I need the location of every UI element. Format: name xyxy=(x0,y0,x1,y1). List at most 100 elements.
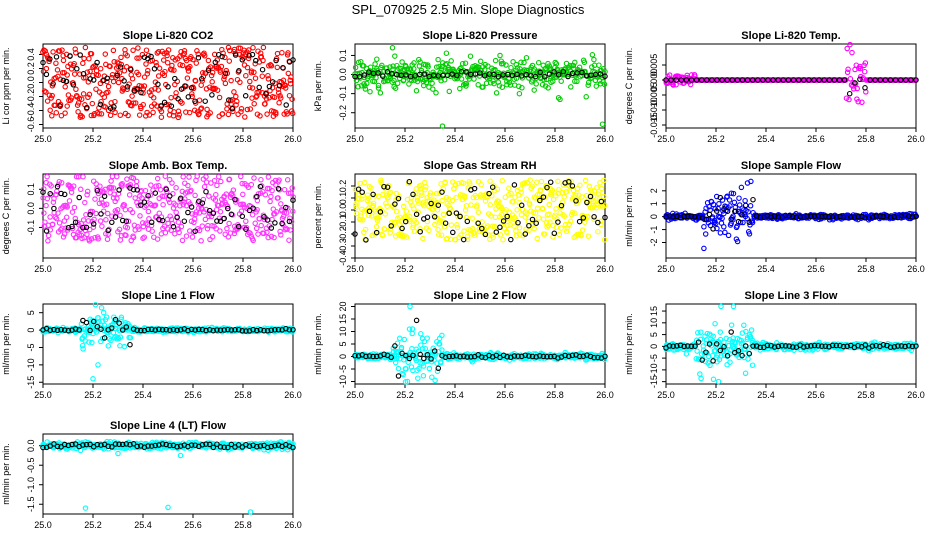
x-tick-label: 25.2 xyxy=(707,134,725,144)
data-point xyxy=(507,186,511,190)
y-axis-label: ml/min per min. xyxy=(1,313,11,375)
x-tick-label: 25.4 xyxy=(134,520,152,530)
data-point xyxy=(463,208,467,212)
y-tick-label: 0.1 xyxy=(338,49,348,62)
y-tick-label: -5 xyxy=(26,343,36,351)
plot-frame xyxy=(43,304,293,384)
data-point xyxy=(163,174,167,178)
data-point xyxy=(94,211,98,215)
data-point xyxy=(119,55,123,59)
data-point xyxy=(170,181,174,185)
data-point xyxy=(586,234,590,238)
x-tick-label: 25.4 xyxy=(757,134,775,144)
data-point xyxy=(65,104,69,108)
data-point xyxy=(408,304,412,308)
data-point xyxy=(81,347,85,351)
reference-point xyxy=(128,343,132,347)
reference-point xyxy=(549,180,553,184)
data-point xyxy=(498,233,502,237)
panel-title: Slope Li-820 Temp. xyxy=(741,30,840,42)
data-point xyxy=(850,50,854,54)
data-point xyxy=(748,204,752,208)
data-point xyxy=(479,183,483,187)
y-axis-label: ml/min per min. xyxy=(624,185,634,247)
data-point xyxy=(363,87,367,91)
data-point xyxy=(104,218,108,222)
reference-point xyxy=(203,99,207,103)
y-tick-label: -0.2 xyxy=(26,89,36,105)
data-point xyxy=(55,68,59,72)
reference-point xyxy=(729,330,733,334)
data-point xyxy=(150,229,154,233)
data-point xyxy=(455,225,459,229)
data-point xyxy=(227,59,231,63)
data-point xyxy=(99,67,103,71)
data-point xyxy=(61,58,65,62)
x-tick-label: 25.4 xyxy=(446,134,464,144)
data-point xyxy=(81,92,85,96)
data-point xyxy=(597,63,601,67)
data-point xyxy=(722,225,726,229)
data-point xyxy=(210,80,214,84)
data-point xyxy=(229,78,233,82)
y-tick-label: 0.0 xyxy=(26,202,36,215)
data-point xyxy=(266,175,270,179)
data-point xyxy=(248,107,252,111)
data-point xyxy=(161,203,165,207)
data-point xyxy=(244,219,248,223)
data-point xyxy=(743,199,747,203)
reference-point xyxy=(204,190,208,194)
data-point xyxy=(439,233,443,237)
data-point xyxy=(848,42,852,46)
data-point xyxy=(122,344,126,348)
data-point xyxy=(217,175,221,179)
data-point xyxy=(186,183,190,187)
reference-point xyxy=(414,318,418,322)
data-point xyxy=(250,86,254,90)
x-tick-label: 26.0 xyxy=(907,134,925,144)
y-tick-label: -2 xyxy=(649,238,659,246)
panel-title: Slope Line 2 Flow xyxy=(434,290,527,302)
data-point xyxy=(557,232,561,236)
x-tick-label: 25.6 xyxy=(184,134,202,144)
data-point xyxy=(515,208,519,212)
data-point xyxy=(739,185,743,189)
data-point xyxy=(234,94,238,98)
data-point xyxy=(414,89,418,93)
data-point xyxy=(81,61,85,65)
data-point xyxy=(702,246,706,250)
data-point xyxy=(470,216,474,220)
data-point xyxy=(535,236,539,240)
data-point xyxy=(50,114,54,118)
data-point xyxy=(45,196,49,200)
panel-title: Slope Amb. Box Temp. xyxy=(109,160,228,172)
x-tick-label: 25.0 xyxy=(657,134,675,144)
data-point xyxy=(421,236,425,240)
y-tick-label: 15 xyxy=(649,306,659,316)
data-point xyxy=(146,209,150,213)
data-point xyxy=(433,222,437,226)
data-point xyxy=(404,209,408,213)
data-point xyxy=(717,202,721,206)
data-point xyxy=(256,232,260,236)
data-point xyxy=(524,197,528,201)
y-tick-label: 0 xyxy=(649,214,659,219)
data-point xyxy=(81,175,85,179)
y-tick-label: 0.2 xyxy=(338,180,348,193)
data-point xyxy=(57,221,61,225)
data-point xyxy=(157,66,161,70)
x-tick-label: 25.6 xyxy=(496,390,514,400)
y-tick-label: 10 xyxy=(649,318,659,328)
data-point xyxy=(195,174,199,178)
data-point xyxy=(190,235,194,239)
data-point xyxy=(123,208,127,212)
x-tick-label: 25.4 xyxy=(446,390,464,400)
data-point xyxy=(353,65,357,69)
data-point xyxy=(193,193,197,197)
data-point xyxy=(109,179,113,183)
data-point xyxy=(46,239,50,243)
